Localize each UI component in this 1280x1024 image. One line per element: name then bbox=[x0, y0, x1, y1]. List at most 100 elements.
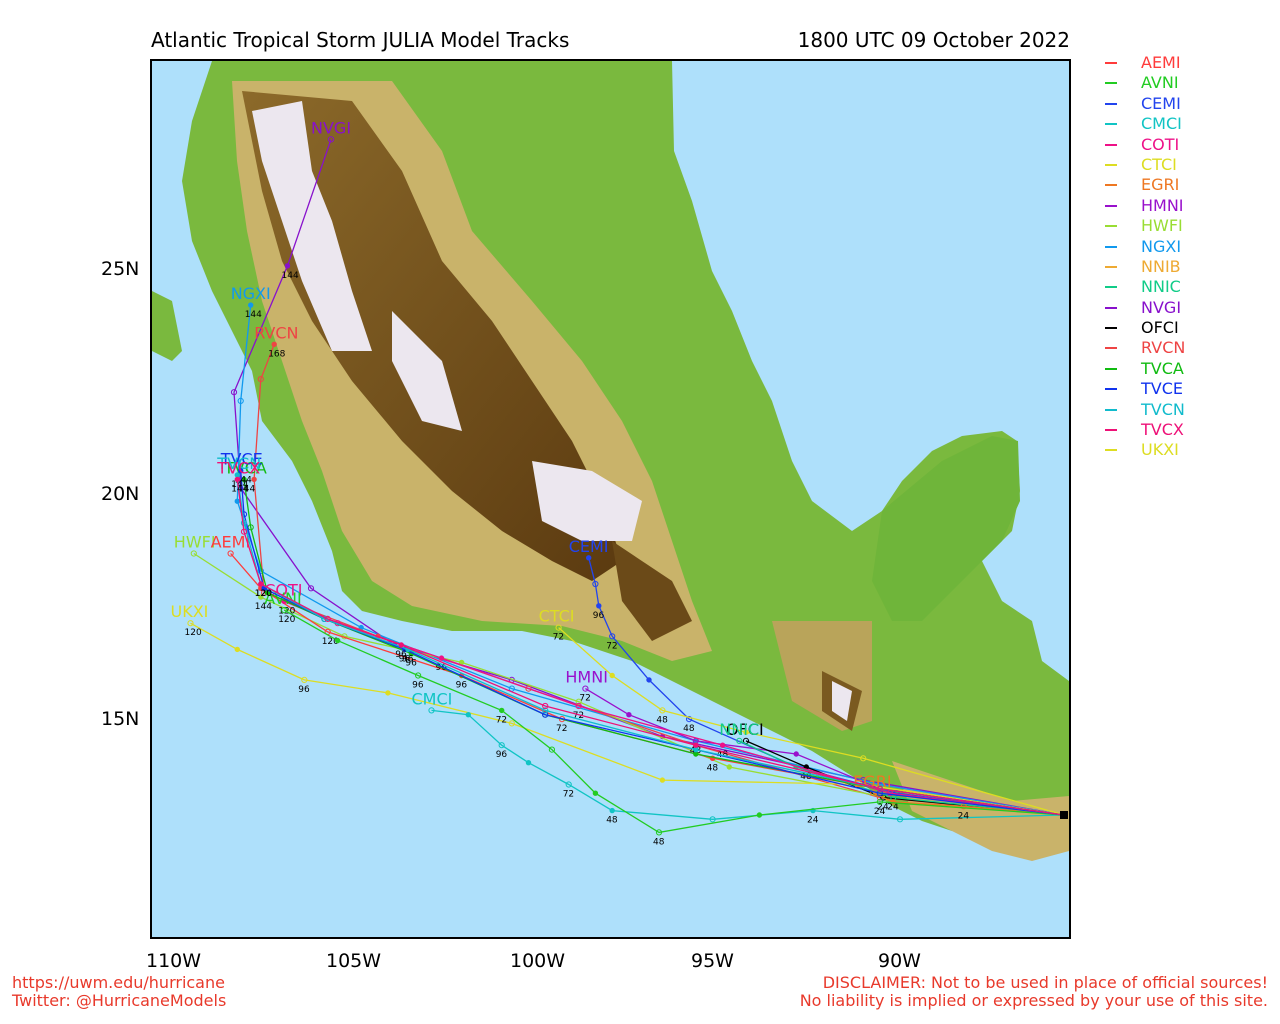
legend-swatch bbox=[1105, 204, 1117, 207]
track-point bbox=[592, 580, 599, 588]
forecast-hour-label: 48 bbox=[653, 837, 665, 847]
track-end-label: HWFI bbox=[174, 533, 216, 552]
forecast-hour-label: 144 bbox=[231, 480, 248, 490]
legend-swatch bbox=[1105, 265, 1117, 268]
track-point bbox=[736, 737, 743, 745]
map-timestamp: 1800 UTC 09 October 2022 bbox=[797, 28, 1070, 52]
legend-label: HWFI bbox=[1141, 216, 1183, 236]
track-end-label: NGXI bbox=[231, 284, 271, 303]
forecast-hour-label: 48 bbox=[683, 724, 695, 734]
track-point bbox=[525, 760, 532, 766]
track-point bbox=[655, 829, 663, 836]
legend-label: NNIB bbox=[1141, 256, 1181, 276]
track-point bbox=[876, 785, 884, 792]
track-point bbox=[281, 607, 288, 614]
legend-label: TVCX bbox=[1141, 420, 1184, 440]
lon-tick-label: 100W bbox=[510, 950, 566, 972]
track-line bbox=[233, 139, 1065, 816]
forecast-hour-label: 144 bbox=[255, 602, 272, 612]
track-point bbox=[743, 729, 749, 735]
forecast-hour-label: 72 bbox=[573, 711, 584, 721]
forecast-hour-label: 24 bbox=[958, 811, 970, 821]
forecast-hour-label: 120 bbox=[185, 628, 202, 638]
track-point bbox=[596, 603, 602, 609]
footer-url[interactable]: https://uwm.edu/hurricane bbox=[12, 973, 225, 992]
legend-swatch bbox=[1105, 62, 1117, 64]
track-point bbox=[609, 807, 615, 814]
track-end-label: TVCE bbox=[220, 450, 263, 469]
legend-label: RVCN bbox=[1141, 338, 1186, 358]
track-end-label: TVCX bbox=[216, 458, 260, 477]
lon-tick-label: 105W bbox=[326, 950, 382, 972]
land-terrain bbox=[152, 61, 1069, 861]
track-ngxi: 144 NGXI bbox=[231, 284, 1067, 818]
track-end-label: OFCI bbox=[726, 720, 764, 739]
forecast-hour-label: 96 bbox=[593, 611, 605, 621]
lon-tick-label: 110W bbox=[146, 950, 202, 972]
map-title: Atlantic Tropical Storm JULIA Model Trac… bbox=[151, 28, 570, 52]
forecast-hour-label: 72 bbox=[563, 790, 574, 800]
legend-swatch bbox=[1105, 429, 1117, 432]
track-point bbox=[565, 781, 572, 788]
model-tracks: 144 NVGI 144 NGXI 168 RVCN 144 HWFI 96 120 UKXI 24 4… bbox=[171, 118, 1068, 847]
track-point bbox=[251, 476, 257, 483]
legend-swatch bbox=[1105, 82, 1117, 85]
track-point bbox=[499, 707, 505, 714]
forecast-hour-label: 144 bbox=[235, 476, 252, 486]
track-end-label: CEMI bbox=[569, 537, 609, 556]
track-point bbox=[234, 476, 241, 483]
track-point bbox=[227, 550, 234, 557]
track-point bbox=[542, 707, 549, 714]
lat-tick-label: 20N bbox=[101, 483, 140, 505]
track-cmci: 24 48 72 96 CMCI bbox=[412, 689, 1067, 826]
track-point bbox=[271, 341, 277, 347]
track-point bbox=[190, 550, 197, 557]
track-point bbox=[237, 397, 244, 404]
forecast-hour-label: 72 bbox=[553, 633, 564, 643]
footer-twitter[interactable]: Twitter: @HurricaneModels bbox=[12, 991, 227, 1010]
forecast-hour-label: 120 bbox=[255, 589, 272, 599]
forecast-hour-label: 96 bbox=[496, 750, 508, 760]
legend-label: CEMI bbox=[1141, 93, 1181, 113]
track-end-label: CTCI bbox=[539, 607, 575, 626]
track-line bbox=[558, 627, 1065, 816]
track-point bbox=[438, 655, 445, 661]
forecast-hour-label: 120 bbox=[278, 615, 295, 625]
legend-label: AVNI bbox=[1141, 73, 1179, 93]
legend-label: EGRI bbox=[1141, 175, 1180, 195]
track-point bbox=[586, 555, 592, 561]
forecast-hour-label: 144 bbox=[231, 484, 248, 494]
storm-start-marker bbox=[1060, 811, 1068, 819]
legend-label: TVCA bbox=[1141, 358, 1184, 378]
track-point bbox=[187, 620, 194, 627]
lon-tick-label: 90W bbox=[878, 950, 921, 972]
legend-swatch bbox=[1105, 245, 1117, 248]
track-point bbox=[709, 816, 716, 823]
track-point bbox=[234, 498, 241, 504]
track-point bbox=[896, 816, 904, 823]
legend-swatch bbox=[1105, 367, 1117, 370]
track-point bbox=[592, 790, 599, 796]
track-line bbox=[872, 792, 1065, 816]
forecast-hour-label: 24 bbox=[887, 803, 899, 813]
track-line bbox=[431, 709, 1065, 820]
track-point bbox=[860, 755, 867, 762]
track-point bbox=[659, 777, 666, 783]
track-point bbox=[257, 376, 264, 383]
disclaimer-line-1: DISCLAIMER: Not to be used in place of o… bbox=[822, 973, 1268, 992]
track-end-label: EGRI bbox=[853, 772, 891, 791]
legend-swatch bbox=[1105, 388, 1117, 391]
forecast-hour-label: 72 bbox=[606, 641, 617, 651]
track-point bbox=[609, 633, 616, 640]
track-end-label: NNIC bbox=[719, 720, 759, 739]
track-point bbox=[582, 685, 589, 692]
forecast-hour-label: 168 bbox=[268, 349, 285, 359]
lat-tick-label: 15N bbox=[101, 708, 140, 730]
legend-swatch bbox=[1105, 163, 1117, 166]
track-point bbox=[726, 764, 732, 770]
legend-label: NNIC bbox=[1141, 277, 1181, 297]
forecast-hour-label: 144 bbox=[245, 310, 262, 320]
track-point bbox=[258, 594, 264, 600]
forecast-hour-label: 48 bbox=[606, 816, 618, 826]
forecast-hour-label: 72 bbox=[579, 694, 590, 704]
